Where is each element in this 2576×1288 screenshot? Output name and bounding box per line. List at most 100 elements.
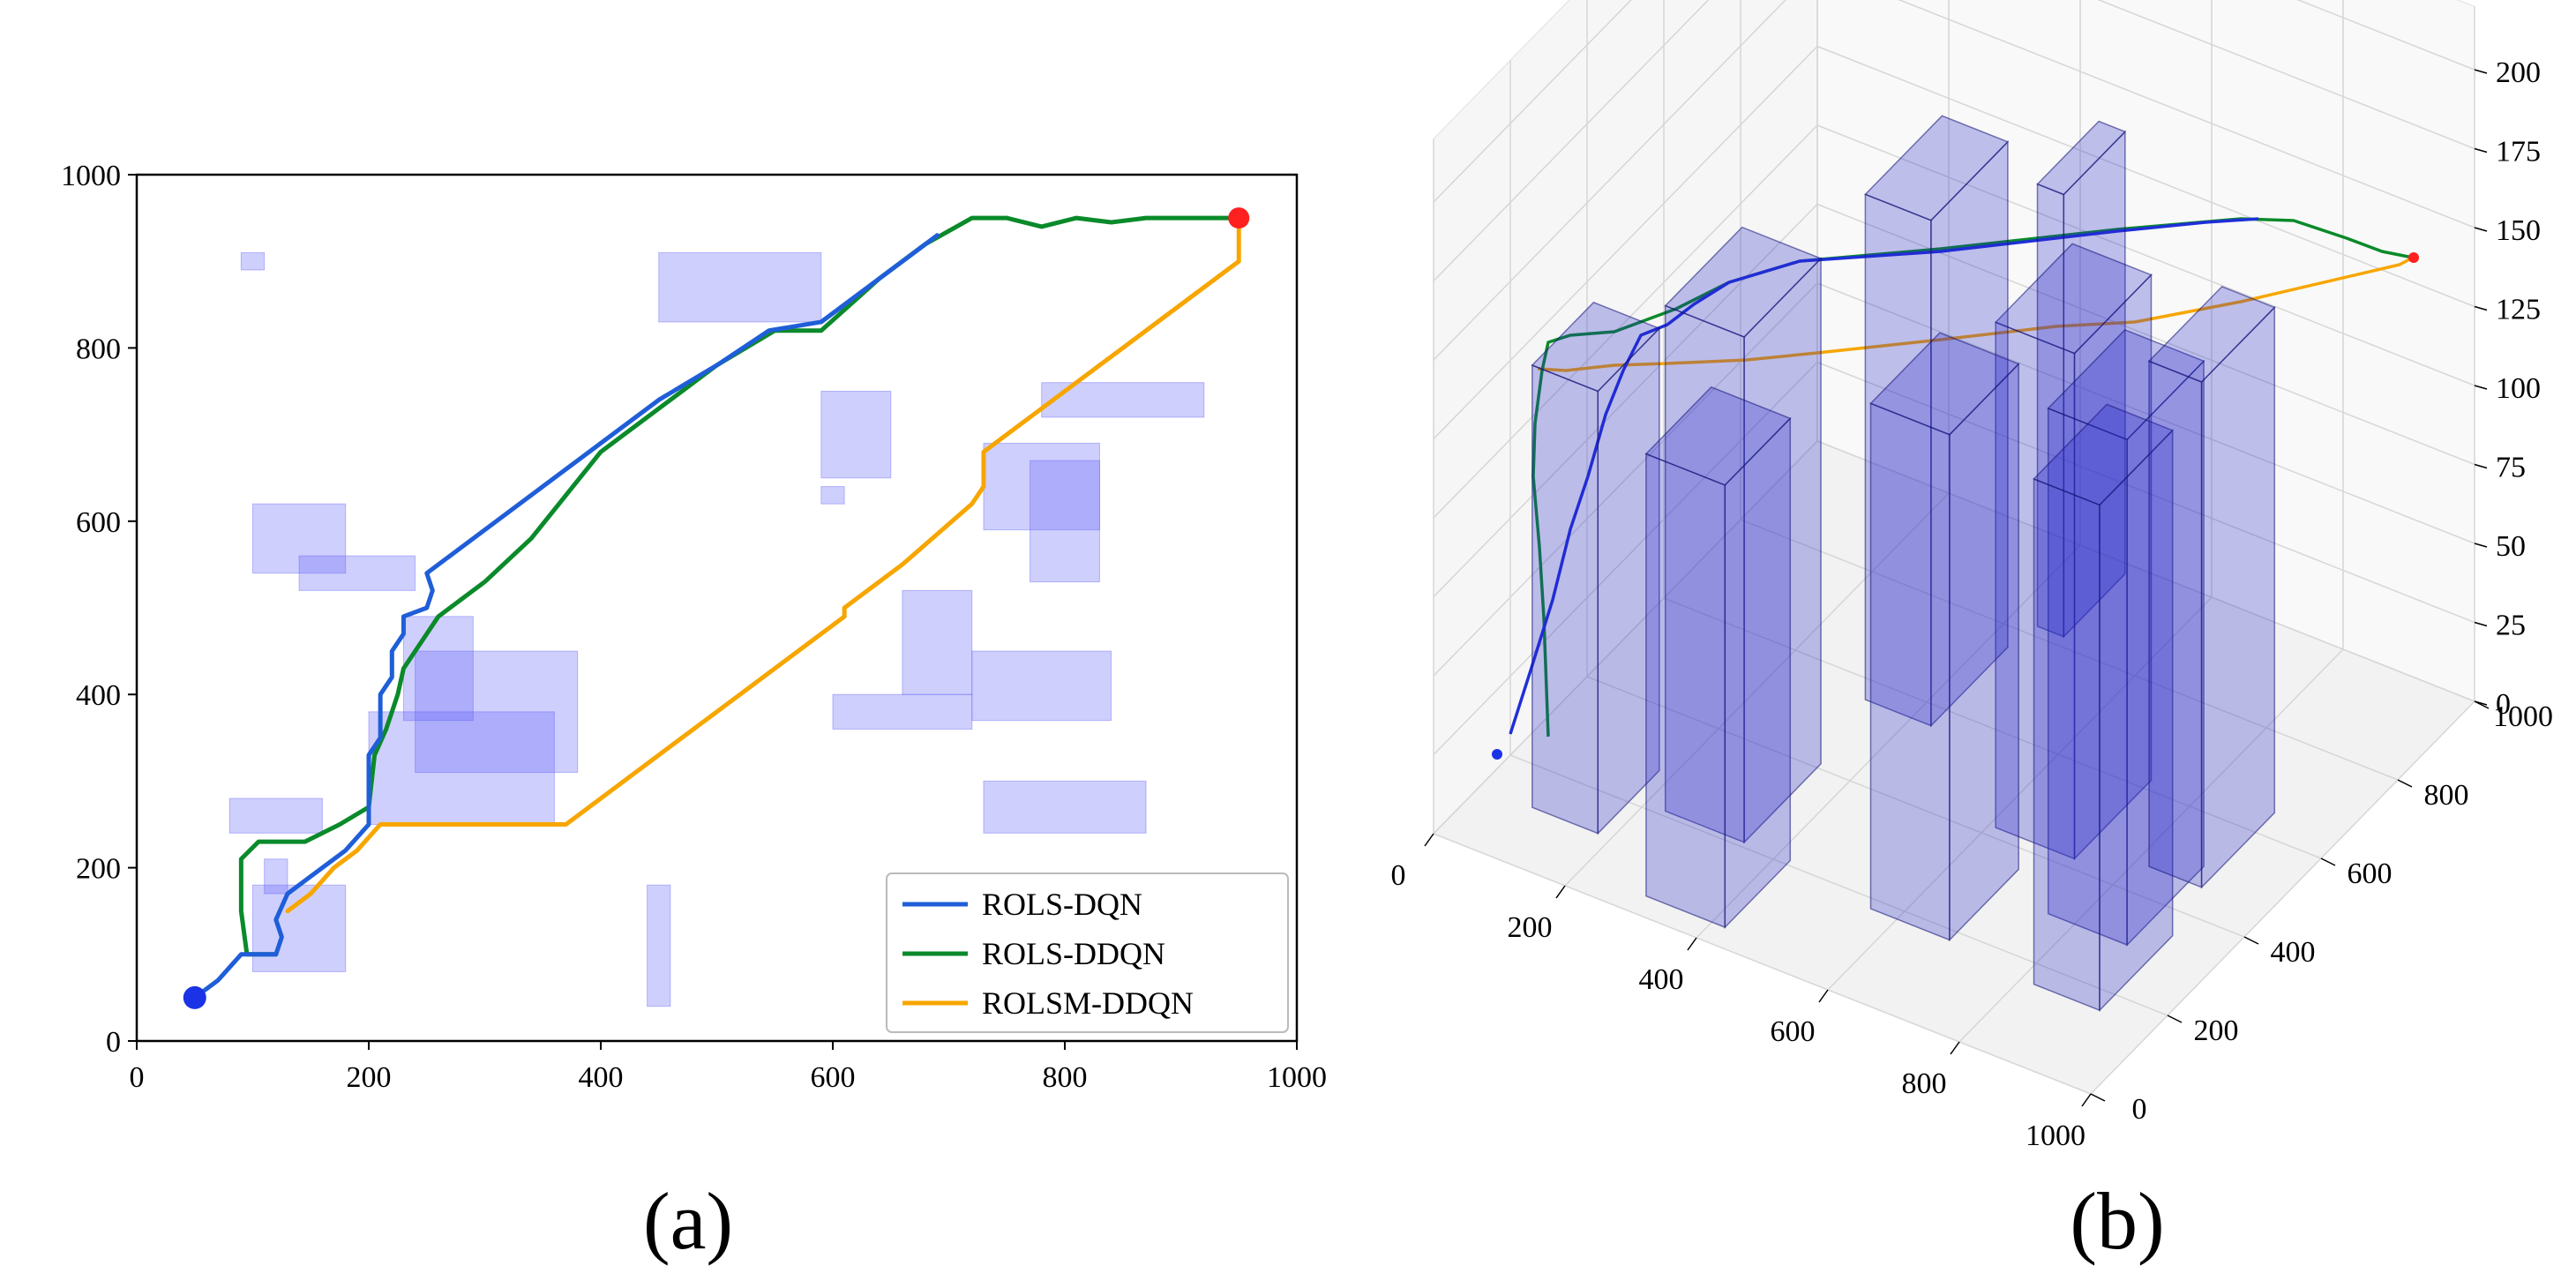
obstacle-face <box>2036 120 2127 196</box>
series-line-rolls-ddqn <box>1531 217 2414 738</box>
obstacles <box>228 251 1205 1007</box>
x-tick-label: 1000 <box>2026 1120 2086 1152</box>
legend-label: ROLS-DQN <box>982 887 1142 922</box>
grid-line <box>1958 648 2344 1043</box>
y-tick-label: 200 <box>2194 1015 2239 1047</box>
grid-line <box>1433 0 1710 282</box>
series-lines <box>1509 217 2414 738</box>
y-tick-label: 400 <box>2271 936 2316 969</box>
obstacle-face <box>1724 416 1792 929</box>
z-tick-mark <box>2474 305 2488 311</box>
grid-line <box>1816 124 2475 386</box>
series-lines <box>192 215 1241 1000</box>
obstacle-box <box>2033 403 2175 1013</box>
obstacle-rect <box>228 798 323 834</box>
x-tick-mark <box>1687 937 1697 951</box>
obstacle-face <box>1864 115 2010 221</box>
series-line-rols-dqn <box>1509 217 2259 735</box>
obstacle-rect <box>832 693 973 730</box>
grid-line <box>1816 203 2475 466</box>
obstacle-rect <box>240 251 266 271</box>
z-tick-mark <box>2474 463 2488 469</box>
z-tick-label: 100 <box>2496 372 2541 405</box>
obstacle-face <box>2200 305 2276 889</box>
z-tick-label: 75 <box>2496 452 2526 484</box>
obstacle-face <box>2148 360 2203 888</box>
grid-line <box>1433 0 1632 203</box>
z-tick-mark <box>2474 700 2488 706</box>
axis-panes <box>1433 0 2475 1095</box>
grid-line <box>1433 440 1818 835</box>
z-tick-mark <box>2474 147 2488 154</box>
series-line-rols-dqn <box>192 233 940 1000</box>
grid-line <box>1433 203 1818 598</box>
y-tick-mark <box>2167 1015 2183 1023</box>
obstacle-rect <box>983 442 1100 531</box>
grid-line <box>1564 492 1950 887</box>
obstacle-face <box>2033 477 2100 1012</box>
grid-line <box>1509 754 2168 1016</box>
start-marker <box>183 985 206 1009</box>
legend-label: ROLS-DDQN <box>982 936 1165 971</box>
goal-marker <box>2408 252 2419 263</box>
obstacle-rect <box>647 884 671 1007</box>
obstacle-box <box>1644 386 1792 929</box>
x-tick-label: 600 <box>811 1061 856 1094</box>
axis-ticks: 0 200 400 600 800 1000 0 200 400 600 800 1000 <box>61 160 1327 1094</box>
obstacle-face <box>1531 363 1599 835</box>
y-tick-label: 600 <box>76 506 121 539</box>
grid-line <box>1433 361 1818 756</box>
y-tick-label: 800 <box>2424 779 2469 812</box>
obstacle-face <box>1869 402 1951 941</box>
obstacle-box <box>1664 226 1823 844</box>
z-tick-label: 25 <box>2496 610 2526 642</box>
obstacle-box <box>2047 329 2205 947</box>
obstacle-rect <box>820 391 892 479</box>
x-tick-label: 200 <box>347 1061 392 1094</box>
y-tick-label: 200 <box>76 853 121 886</box>
obstacle-rect <box>264 858 288 895</box>
z-tick-label: 150 <box>2496 214 2541 247</box>
obstacle-face <box>1994 243 2153 355</box>
obstacle-box <box>2147 286 2276 889</box>
obstacle-box <box>1869 332 2020 942</box>
obstacle-rect <box>1030 460 1100 583</box>
series-line-rolsm-ddqn <box>285 215 1241 914</box>
obstacles-3d <box>1531 115 2276 1013</box>
grid-line <box>1433 45 1818 440</box>
legend: ROLS-DQN ROLS-DDQN ROLSM-DDQN <box>886 872 1289 1033</box>
grid-line <box>1740 519 2399 781</box>
axes-frame <box>135 173 1299 1043</box>
grid-line <box>2097 0 2475 150</box>
z-tick-mark <box>2474 227 2488 232</box>
x-tick-label: 0 <box>1391 859 1406 892</box>
obstacle-rect <box>252 503 347 574</box>
z-tick-mark <box>2474 621 2488 627</box>
grid-lines <box>1433 0 2475 1095</box>
x-tick-mark <box>1424 833 1434 847</box>
obstacle-rect <box>971 650 1112 722</box>
x-tick-label: 800 <box>1043 1061 1088 1094</box>
grid-line <box>1433 0 1786 361</box>
y-tick-mark <box>2243 936 2259 945</box>
grid-line <box>1816 282 2475 544</box>
z-tick-label: 175 <box>2496 136 2541 168</box>
grid-line <box>2090 700 2475 1095</box>
x-tick-mark <box>1950 1041 1960 1055</box>
panel-b-chart: 0200400600800100002004006008001000025507… <box>1391 0 2553 1152</box>
goal-marker <box>1228 207 1250 229</box>
x-tick-label: 200 <box>1508 911 1553 944</box>
y-tick-mark <box>2397 779 2413 788</box>
grid-line <box>1898 0 2475 228</box>
series-line-rolsm-ddqn <box>1537 256 2414 372</box>
y-tick-label: 1000 <box>2493 700 2553 733</box>
grid-line <box>1586 676 2245 938</box>
obstacle-rect <box>415 650 579 774</box>
z-tick-label: 0 <box>2496 688 2511 721</box>
grid-line <box>1433 282 1818 677</box>
legend-box <box>886 872 1289 1033</box>
x-tick-label: 800 <box>1902 1067 1947 1100</box>
markers <box>183 207 1250 1009</box>
obstacle-box <box>1531 301 1661 835</box>
